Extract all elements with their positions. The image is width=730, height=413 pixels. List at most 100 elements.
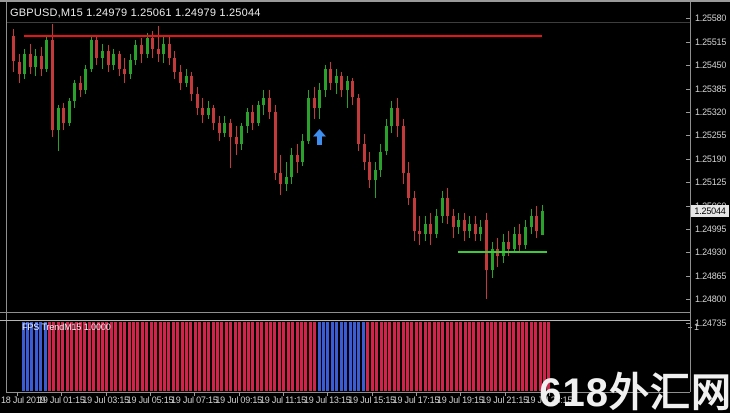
indicator-bar bbox=[246, 322, 250, 391]
candle-body bbox=[195, 93, 199, 109]
window-separator[interactable] bbox=[0, 312, 690, 313]
indicator-bar bbox=[224, 322, 228, 391]
price-tick bbox=[686, 228, 690, 230]
candle-body bbox=[151, 38, 155, 49]
time-tick-label: 19 Jul 21:15 bbox=[481, 395, 528, 405]
candle-body bbox=[329, 68, 333, 84]
candle-body bbox=[223, 122, 227, 134]
candle-body bbox=[139, 45, 143, 55]
candle-body bbox=[440, 198, 444, 217]
indicator-bar bbox=[322, 322, 326, 391]
time-tick-label: 18 Jul 2019 bbox=[1, 395, 46, 405]
indicator-bar bbox=[428, 322, 432, 391]
indicator-bar bbox=[101, 322, 105, 391]
candle-body bbox=[507, 241, 511, 249]
time-tick-label: 19 Jul 03:15 bbox=[82, 395, 129, 405]
indicator-bar bbox=[282, 322, 286, 391]
indicator-bar bbox=[127, 322, 131, 391]
indicator-bar bbox=[211, 322, 215, 391]
support-line[interactable] bbox=[458, 251, 548, 254]
time-tick bbox=[194, 392, 196, 396]
indicator-bar bbox=[304, 322, 308, 391]
candle-body bbox=[229, 122, 233, 138]
indicator-bar bbox=[215, 322, 219, 391]
candle-body bbox=[395, 108, 399, 127]
candle-body bbox=[368, 162, 372, 181]
candle-body bbox=[17, 61, 21, 75]
indicator-bar bbox=[547, 322, 551, 391]
indicator-bar bbox=[379, 322, 383, 391]
indicator-bar bbox=[436, 322, 440, 391]
indicator-bar bbox=[167, 322, 171, 391]
indicator-bar bbox=[459, 322, 463, 391]
candle-body bbox=[167, 43, 171, 58]
indicator-bar bbox=[308, 322, 312, 391]
indicator-bar bbox=[375, 322, 379, 391]
indicator-bar bbox=[512, 322, 516, 391]
indicator-bar bbox=[388, 322, 392, 391]
candle-body bbox=[529, 216, 533, 228]
candle-body bbox=[67, 101, 71, 123]
time-tick bbox=[238, 392, 240, 396]
window-left-border bbox=[6, 2, 7, 392]
candle-body bbox=[323, 68, 327, 91]
indicator-bar bbox=[520, 322, 524, 391]
indicator-bar bbox=[406, 322, 410, 391]
time-tick bbox=[327, 392, 329, 396]
indicator-bar bbox=[414, 322, 418, 391]
resistance-line[interactable] bbox=[24, 35, 542, 38]
time-tick-label: 19 Jul 13:15 bbox=[303, 395, 351, 405]
price-tick bbox=[686, 88, 690, 90]
candle-body bbox=[473, 223, 477, 235]
indicator-bar bbox=[286, 322, 290, 391]
candle-body bbox=[434, 216, 438, 235]
indicator-scale-label: 1 bbox=[694, 322, 700, 332]
time-tick bbox=[282, 392, 284, 396]
indicator-bar bbox=[313, 322, 317, 391]
indicator-bar bbox=[503, 322, 507, 391]
candle-body bbox=[512, 234, 516, 249]
candle-body bbox=[251, 111, 255, 123]
indicator-bar bbox=[260, 322, 264, 391]
indicator-bar bbox=[330, 322, 334, 391]
indicator-bar bbox=[233, 322, 237, 391]
price-tick bbox=[686, 182, 690, 184]
indicator-bar bbox=[269, 322, 273, 391]
indicator-bar bbox=[105, 322, 109, 391]
candle-body bbox=[240, 126, 244, 145]
buy-arrow-icon bbox=[313, 129, 327, 146]
candle-body bbox=[145, 38, 149, 55]
candle-body bbox=[62, 108, 66, 123]
price-tick-label: 1.25320 bbox=[695, 106, 727, 117]
indicator-label: FPS TrendM15 1.0000 bbox=[22, 322, 111, 332]
candle-body bbox=[468, 223, 472, 231]
indicator-bar bbox=[273, 322, 277, 391]
time-tick-label: 19 Jul 23:15 bbox=[525, 395, 573, 405]
indicator-scale-tick bbox=[688, 327, 692, 328]
candle-body bbox=[206, 108, 210, 116]
indicator-bar bbox=[154, 322, 158, 391]
candle-wick bbox=[157, 25, 159, 62]
time-tick-label: 19 Jul 07:15 bbox=[170, 395, 218, 405]
candle-body bbox=[362, 144, 366, 163]
candle-body bbox=[50, 39, 54, 130]
indicator-bar bbox=[198, 322, 202, 391]
indicator-bar bbox=[494, 322, 498, 391]
candle-body bbox=[446, 198, 450, 217]
candle-body bbox=[117, 54, 121, 69]
time-tick-label: 19 Jul 15:15 bbox=[348, 395, 395, 405]
indicator-bar bbox=[366, 322, 370, 391]
price-tick-label: 1.25515 bbox=[695, 36, 727, 47]
price-tick-label: 1.24735 bbox=[695, 317, 727, 328]
price-tick bbox=[686, 322, 690, 324]
indicator-bar bbox=[56, 322, 60, 391]
indicator-bar bbox=[490, 322, 494, 391]
candle-body bbox=[301, 140, 305, 163]
indicator-bar bbox=[525, 322, 529, 391]
candle-body bbox=[162, 43, 166, 55]
indicator-bar bbox=[441, 322, 445, 391]
price-tick bbox=[686, 299, 690, 301]
indicator-bar bbox=[229, 322, 233, 391]
time-tick bbox=[61, 392, 63, 396]
